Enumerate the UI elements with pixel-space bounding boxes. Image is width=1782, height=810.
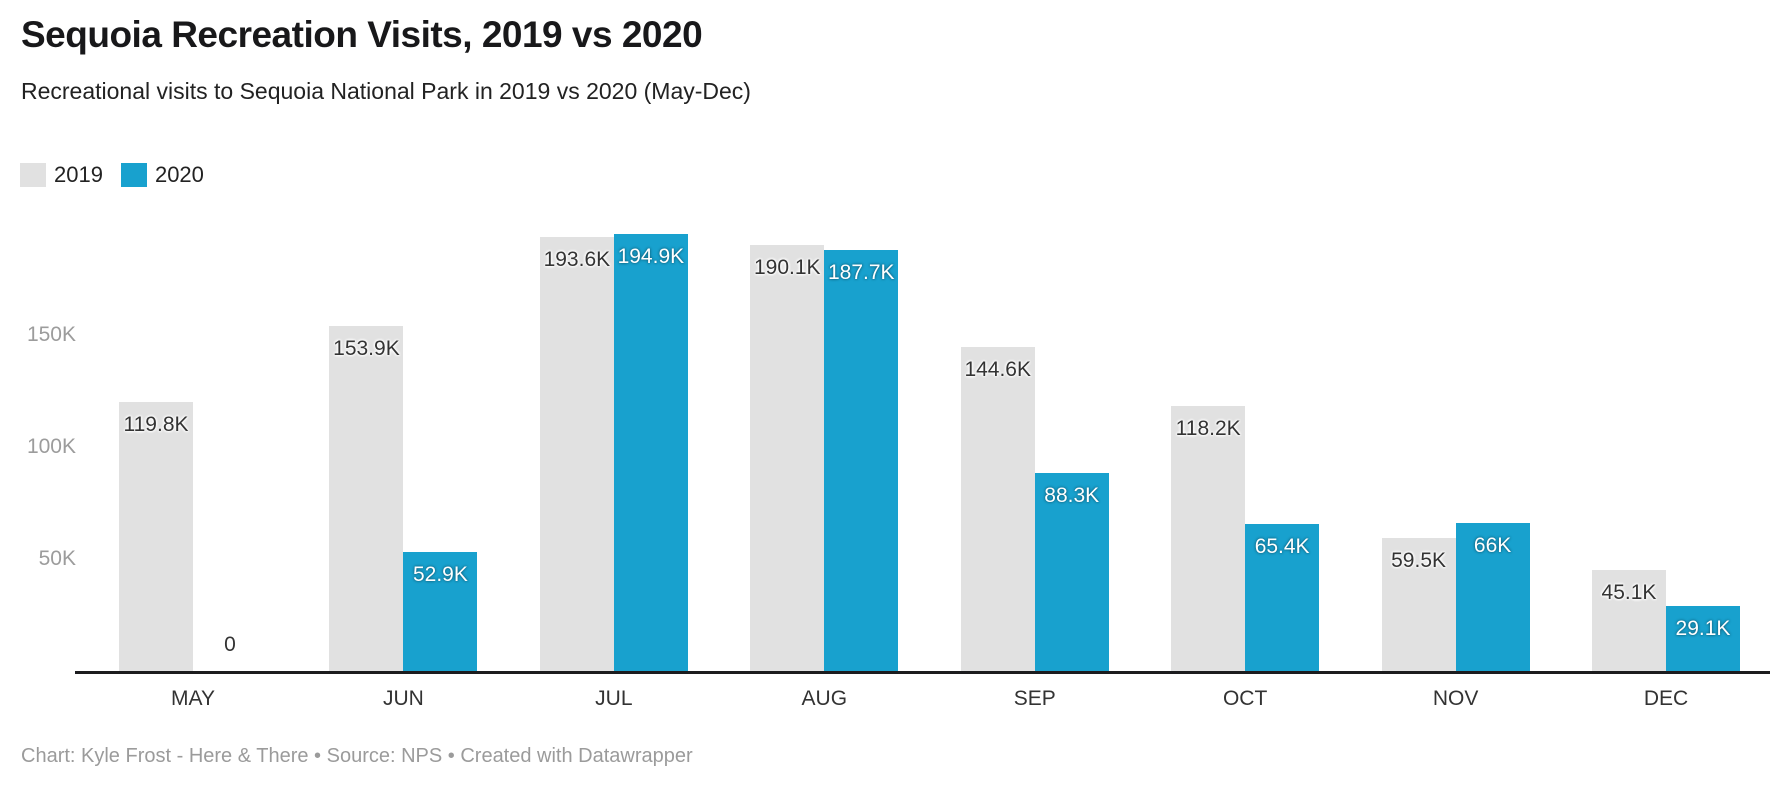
- bar-value-label-2019-dec: 45.1K: [1601, 581, 1657, 604]
- bar-value-label-2019-may: 119.8K: [123, 413, 189, 436]
- bar-value-label-2020-jun: 52.9K: [412, 563, 468, 586]
- bar-value-label-2019-aug: 190.1K: [754, 256, 821, 279]
- bar-value-label-2019-oct: 118.2K: [1175, 417, 1241, 440]
- bar-2020-aug: [824, 250, 899, 671]
- chart-title: Sequoia Recreation Visits, 2019 vs 2020: [21, 14, 703, 55]
- bar-value-label-2020-jul: 194.9K: [617, 245, 685, 268]
- x-axis-label-jun: JUN: [383, 687, 424, 710]
- bar-value-label-2019-jul: 193.6K: [543, 248, 611, 271]
- bar-2019-nov: [1381, 538, 1456, 671]
- bar-2019-jul: [539, 237, 614, 671]
- bar-value-label-2020-sep: 88.3K: [1044, 484, 1100, 507]
- x-axis-label-jul: JUL: [595, 687, 633, 710]
- bar-2019-dec: [1592, 570, 1666, 671]
- bar-value-label-2019-jun: 153.9K: [333, 337, 400, 360]
- bar-2020-oct: [1245, 524, 1320, 671]
- bar-2019-sep: [960, 347, 1035, 671]
- bar-2019-jun: [329, 326, 404, 671]
- bar-value-label-2020-oct: 65.4K: [1254, 535, 1310, 558]
- bar-2020-jun: [403, 552, 478, 671]
- legend-label-2020: 2020: [154, 162, 204, 187]
- x-axis-label-sep: SEP: [1013, 687, 1056, 710]
- legend-swatch-2019: [20, 163, 46, 187]
- bar-2020-jul: [613, 234, 688, 671]
- bar-value-label-2019-nov: 59.5K: [1391, 549, 1447, 572]
- y-axis-tick-label: 150K: [26, 322, 76, 346]
- bar-2019-oct: [1171, 406, 1246, 671]
- bar-value-label-2020-dec: 29.1K: [1675, 617, 1731, 640]
- x-axis-line: [75, 671, 1770, 674]
- bar-2020-nov: [1455, 523, 1530, 671]
- bar-2019-aug: [750, 245, 825, 671]
- x-axis-label-nov: NOV: [1432, 687, 1479, 710]
- chart-attribution: Chart: Kyle Frost - Here & There • Sourc…: [21, 745, 693, 767]
- x-axis-label-may: MAY: [171, 687, 215, 710]
- y-axis-tick-label: 50K: [38, 546, 76, 570]
- x-axis-label-dec: DEC: [1643, 687, 1689, 710]
- x-axis-label-oct: OCT: [1222, 687, 1268, 710]
- chart-subtitle: Recreational visits to Sequoia National …: [21, 78, 751, 104]
- legend-item-2020: 2020: [120, 162, 204, 188]
- bar-value-label-2020-may: 0: [224, 633, 236, 656]
- bar-value-label-2019-sep: 144.6K: [964, 358, 1031, 381]
- bar-value-label-2020-nov: 66K: [1473, 534, 1512, 557]
- bar-value-label-2020-aug: 187.7K: [828, 261, 895, 284]
- bar-2020-dec: [1666, 606, 1740, 671]
- legend: 2019 2020: [20, 162, 222, 188]
- legend-label-2019: 2019: [54, 162, 103, 187]
- legend-item-2019: 2019: [20, 162, 103, 188]
- bar-2019-may: [119, 402, 193, 671]
- legend-swatch-2020: [120, 163, 147, 187]
- x-axis-label-aug: AUG: [801, 687, 848, 710]
- bar-2020-sep: [1034, 473, 1109, 671]
- y-axis-tick-label: 100K: [26, 434, 76, 458]
